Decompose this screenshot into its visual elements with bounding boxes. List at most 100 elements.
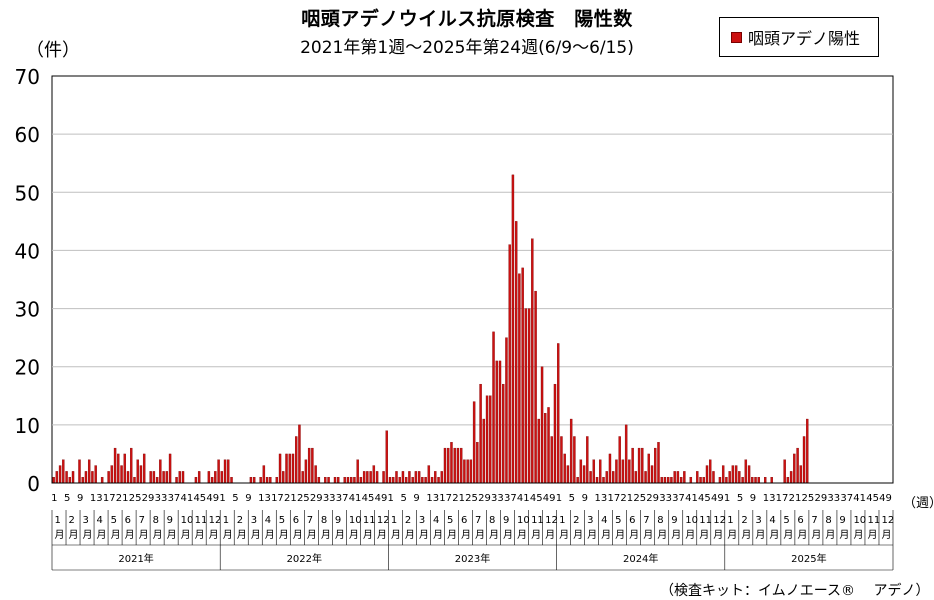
data-bar bbox=[615, 459, 618, 484]
data-bar bbox=[356, 459, 359, 484]
data-bar bbox=[210, 477, 214, 484]
week-tick-label: 29 bbox=[142, 493, 155, 504]
week-tick-label: 41 bbox=[349, 493, 362, 504]
week-tick-label: 5 bbox=[232, 493, 238, 504]
week-tick-label: 49 bbox=[375, 493, 388, 504]
data-bar bbox=[524, 308, 528, 484]
data-bar bbox=[757, 477, 760, 484]
week-tick-label: 13 bbox=[595, 493, 608, 504]
month-number-label: 5 bbox=[447, 515, 453, 526]
data-bar bbox=[566, 465, 570, 484]
data-bar bbox=[764, 477, 767, 484]
week-tick-label: 41 bbox=[685, 493, 698, 504]
month-number-label: 8 bbox=[153, 515, 159, 526]
data-bar bbox=[307, 447, 311, 484]
month-number-label: 9 bbox=[839, 515, 845, 526]
week-tick-label: 17 bbox=[607, 493, 620, 504]
data-bar bbox=[647, 453, 650, 484]
week-tick-label: 21 bbox=[789, 493, 802, 504]
data-bar bbox=[489, 395, 492, 484]
data-bar bbox=[155, 477, 159, 484]
data-bar bbox=[705, 465, 709, 484]
data-bar bbox=[217, 459, 220, 484]
data-bar bbox=[453, 447, 456, 484]
month-suffix-label: 月 bbox=[69, 529, 79, 541]
month-number-label: 1 bbox=[559, 515, 565, 526]
month-number-label: 9 bbox=[671, 515, 677, 526]
data-bar bbox=[783, 459, 786, 484]
data-bar bbox=[725, 477, 728, 484]
month-suffix-label: 月 bbox=[223, 529, 233, 541]
y-tick-label: 50 bbox=[15, 181, 40, 205]
week-tick-label: 13 bbox=[258, 493, 271, 504]
month-number-label: 2 bbox=[573, 515, 579, 526]
week-tick-label: 9 bbox=[582, 493, 588, 504]
data-bar bbox=[278, 453, 282, 484]
data-bar bbox=[673, 471, 676, 484]
week-tick-label: 29 bbox=[310, 493, 323, 504]
data-bar bbox=[443, 447, 447, 484]
week-tick-label: 13 bbox=[426, 493, 439, 504]
data-bar bbox=[388, 477, 392, 484]
month-number-label: 11 bbox=[195, 515, 208, 526]
week-tick-label: 33 bbox=[155, 493, 168, 504]
data-bar bbox=[94, 465, 97, 484]
data-bar bbox=[408, 471, 411, 484]
data-bar bbox=[657, 442, 660, 484]
month-suffix-label: 月 bbox=[545, 529, 555, 541]
data-bar bbox=[550, 436, 553, 484]
month-suffix-label: 月 bbox=[195, 529, 205, 541]
month-number-label: 1 bbox=[223, 515, 229, 526]
data-bar bbox=[683, 471, 686, 484]
month-suffix-label: 月 bbox=[629, 529, 639, 541]
data-bar bbox=[650, 465, 654, 484]
month-suffix-label: 月 bbox=[167, 529, 177, 541]
week-tick-label: 13 bbox=[763, 493, 776, 504]
data-bar bbox=[285, 453, 288, 484]
month-suffix-label: 月 bbox=[615, 529, 625, 541]
data-bar bbox=[644, 471, 647, 484]
month-number-label: 8 bbox=[489, 515, 495, 526]
week-tick-label: 17 bbox=[271, 493, 284, 504]
data-bar bbox=[789, 471, 793, 484]
data-bar bbox=[349, 477, 353, 484]
data-bar bbox=[317, 477, 321, 484]
data-bar bbox=[569, 418, 573, 484]
month-suffix-label: 月 bbox=[83, 529, 93, 541]
data-bar bbox=[676, 471, 680, 484]
month-number-label: 7 bbox=[307, 515, 313, 526]
month-number-label: 11 bbox=[363, 515, 376, 526]
data-bar bbox=[259, 477, 262, 484]
data-bar bbox=[660, 477, 663, 484]
week-tick-label: 45 bbox=[698, 493, 711, 504]
data-bar bbox=[553, 383, 557, 484]
data-bar bbox=[582, 465, 586, 484]
week-tick-label: 25 bbox=[633, 493, 646, 504]
month-suffix-label: 月 bbox=[783, 529, 793, 541]
legend-swatch bbox=[731, 31, 742, 43]
month-suffix-label: 月 bbox=[769, 529, 779, 541]
week-tick-label: 33 bbox=[827, 493, 840, 504]
month-suffix-label: 月 bbox=[797, 529, 807, 541]
month-suffix-label: 月 bbox=[503, 529, 513, 541]
data-bar bbox=[544, 413, 547, 484]
month-suffix-label: 月 bbox=[825, 529, 835, 541]
month-number-label: 4 bbox=[769, 515, 775, 526]
week-tick-label: 37 bbox=[672, 493, 685, 504]
week-tick-label: 9 bbox=[413, 493, 419, 504]
month-suffix-label: 月 bbox=[643, 529, 653, 541]
week-tick-label: 9 bbox=[750, 493, 756, 504]
data-bar bbox=[333, 477, 337, 484]
data-bar bbox=[527, 308, 531, 484]
month-number-label: 11 bbox=[699, 515, 712, 526]
data-bar bbox=[521, 267, 524, 484]
data-bar bbox=[459, 447, 463, 484]
data-bar bbox=[534, 290, 537, 484]
plot-area bbox=[51, 75, 894, 484]
data-bar bbox=[346, 477, 350, 484]
month-number-label: 12 bbox=[545, 515, 558, 526]
data-bar bbox=[220, 471, 224, 484]
month-number-label: 4 bbox=[601, 515, 607, 526]
month-number-label: 11 bbox=[531, 515, 544, 526]
month-suffix-label: 月 bbox=[811, 529, 821, 541]
